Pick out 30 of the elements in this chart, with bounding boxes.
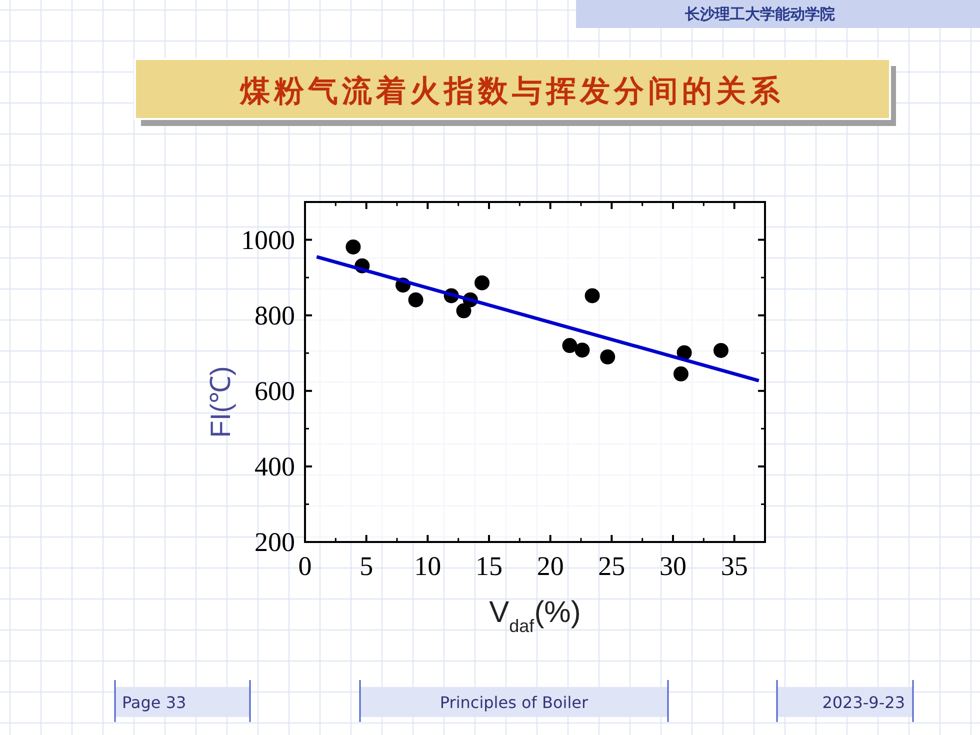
point (584, 288, 600, 304)
point (408, 292, 424, 308)
chart-title: 煤粉气流着火指数与挥发分间的关系 (239, 74, 784, 108)
y-tick-label: 400 (254, 451, 295, 482)
point (600, 349, 616, 364)
x-tick-label: 5 (360, 551, 374, 581)
y-axis-title: FI(℃) (205, 366, 236, 438)
point (456, 303, 472, 318)
point (346, 239, 361, 254)
y-tick-label: 600 (254, 376, 295, 406)
point (713, 342, 728, 358)
point (474, 275, 490, 290)
x-tick-label: 20 (536, 551, 564, 581)
x-tick-label: 0 (298, 551, 312, 581)
text: Page 33 (122, 693, 186, 712)
text: 长沙理工大学能动学院 (684, 6, 835, 23)
y-tick-label: 800 (254, 300, 295, 330)
x-tick-label: 15 (476, 551, 502, 581)
point (562, 338, 578, 354)
text: Principles of Boiler (440, 693, 589, 712)
x-tick-label: 30 (660, 551, 686, 581)
x-tick-label: 35 (720, 551, 748, 581)
x-axis-title: V$_{daf}$(%) (489, 596, 581, 636)
y-tick-label: 200 (254, 527, 295, 557)
point (673, 366, 688, 382)
y-tick-label: 1000 (241, 224, 295, 255)
x-tick-label: 10 (414, 551, 442, 581)
x-tick-label: 25 (598, 551, 626, 581)
point (574, 342, 590, 358)
text: 2023-9-23 (822, 693, 905, 712)
